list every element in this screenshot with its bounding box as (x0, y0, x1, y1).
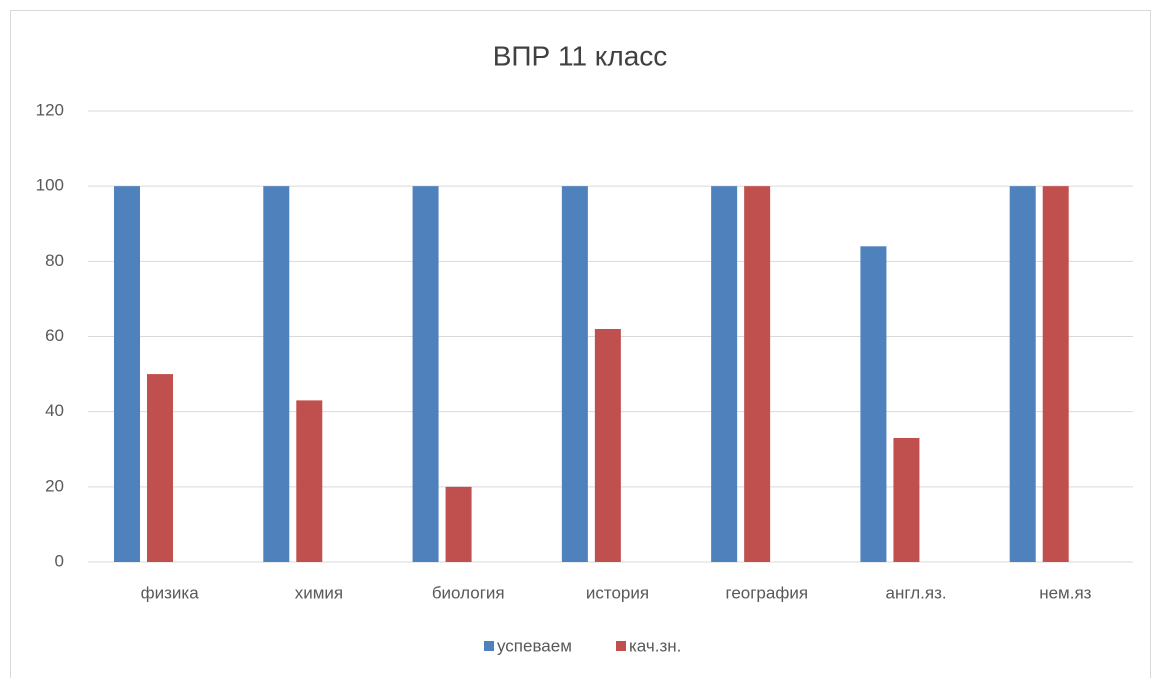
legend-label: успеваем (497, 636, 572, 655)
y-tick-label: 20 (45, 476, 64, 495)
x-tick-label: история (586, 583, 649, 602)
x-tick-label: англ.яз. (886, 583, 947, 602)
x-tick-label: нем.яз (1039, 583, 1091, 602)
legend-swatch (484, 641, 494, 651)
bar (893, 437, 920, 562)
bar (561, 186, 588, 562)
x-tick-label: география (726, 583, 809, 602)
y-tick-label: 120 (36, 100, 64, 119)
y-tick-label: 40 (45, 401, 64, 420)
bar (114, 186, 140, 562)
y-tick-label: 0 (55, 551, 64, 570)
bar (860, 246, 887, 563)
bar (1042, 186, 1069, 562)
bar (263, 186, 290, 562)
legend-swatch (616, 641, 626, 651)
bar (147, 374, 173, 562)
y-tick-label: 80 (45, 251, 64, 270)
bar (296, 400, 323, 562)
bar (711, 186, 738, 562)
bar (594, 328, 621, 562)
bar (412, 186, 439, 562)
bar (1009, 186, 1036, 562)
bar (445, 486, 472, 562)
chart-title: ВПР 11 класс (493, 40, 668, 71)
legend-label: кач.зн. (629, 636, 681, 655)
bar (744, 186, 771, 562)
x-tick-label: биология (432, 583, 505, 602)
x-tick-label: физика (141, 583, 200, 602)
y-tick-label: 100 (36, 176, 64, 195)
y-tick-label: 60 (45, 326, 64, 345)
x-tick-label: химия (295, 583, 343, 602)
